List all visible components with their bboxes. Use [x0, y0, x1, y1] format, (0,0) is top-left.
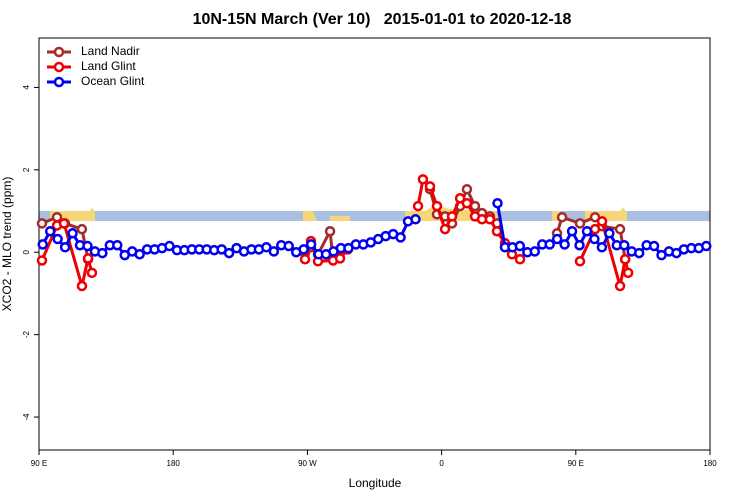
land — [552, 207, 627, 221]
data-point — [395, 232, 406, 243]
data-point — [648, 240, 660, 252]
data-point — [604, 228, 615, 239]
data-point — [514, 253, 526, 265]
data-point — [305, 239, 317, 250]
data-point — [622, 267, 634, 279]
data-point — [36, 255, 48, 266]
data-point — [58, 218, 70, 229]
data-point — [261, 242, 272, 253]
x-tick-label: 180 — [167, 459, 181, 468]
data-point — [461, 197, 473, 209]
data-point — [112, 239, 123, 251]
data-point — [556, 211, 568, 223]
data-point — [298, 244, 309, 255]
data-point — [268, 246, 280, 257]
x-tick-label: 0 — [439, 459, 444, 468]
data-point — [484, 214, 496, 225]
data-point — [469, 200, 481, 212]
chart-title: 10N-15N March (Ver 10) 2015-01-01 to 202… — [193, 11, 572, 28]
legend-marker — [53, 46, 65, 58]
data-point — [59, 242, 71, 253]
data-point — [431, 200, 443, 212]
data-point — [454, 193, 466, 204]
series-line — [40, 176, 630, 287]
x-tick-label: 90 E — [31, 459, 47, 468]
data-point — [86, 267, 98, 279]
data-point — [97, 247, 108, 259]
data-point — [544, 239, 555, 250]
data-point — [596, 242, 608, 253]
data-point — [334, 253, 346, 264]
x-axis-label: Longitude — [349, 476, 402, 490]
data-point — [492, 197, 503, 209]
data-point — [82, 253, 94, 264]
data-point — [574, 239, 585, 251]
y-tick-label: 2 — [22, 167, 31, 172]
data-point — [52, 233, 63, 245]
data-point — [51, 211, 63, 223]
x-tick-label: 90 W — [298, 459, 317, 468]
x-tick-label: 180 — [703, 459, 717, 468]
data-point — [424, 181, 436, 192]
data-point — [439, 223, 451, 235]
data-point — [566, 225, 578, 237]
data-point — [44, 225, 56, 237]
land — [303, 211, 350, 221]
y-tick-label: -2 — [22, 331, 31, 339]
data-point — [614, 280, 626, 292]
data-point — [410, 214, 421, 225]
data-point — [412, 200, 424, 212]
data-point — [619, 239, 630, 251]
data-point — [574, 256, 586, 267]
y-tick-label: -4 — [22, 413, 31, 421]
data-point — [223, 247, 235, 259]
data-point — [324, 225, 336, 237]
data-point — [619, 253, 631, 265]
data-point — [417, 174, 429, 185]
data-point — [491, 225, 503, 237]
data-point — [529, 246, 541, 257]
data-point — [633, 247, 645, 259]
data-point — [37, 239, 48, 250]
data-point — [82, 240, 93, 252]
legend-label: Land Nadir — [81, 44, 140, 58]
data-point — [574, 218, 586, 229]
data-point — [589, 223, 601, 235]
legend-marker — [53, 76, 65, 88]
data-point — [701, 240, 712, 252]
data-point — [514, 240, 526, 252]
y-axis-label: XCO2 - MLO trend (ppm) — [0, 177, 14, 312]
data-point — [551, 233, 563, 245]
y-tick-label: 4 — [22, 85, 31, 90]
data-point — [76, 280, 88, 292]
data-point — [559, 239, 570, 250]
band — [39, 211, 710, 221]
data-point — [76, 223, 88, 235]
data-point — [461, 183, 473, 195]
x-tick-label: 90 E — [568, 459, 584, 468]
data-point — [283, 240, 295, 252]
data-point — [164, 240, 175, 252]
data-point — [36, 218, 48, 229]
data-point — [134, 249, 145, 260]
data-point — [67, 228, 78, 239]
data-point — [446, 211, 458, 222]
data-point — [614, 223, 626, 235]
land-band — [39, 205, 710, 221]
legend-label: Ocean Glint — [81, 74, 145, 88]
y-tick-label: 0 — [22, 249, 31, 254]
data-point — [589, 233, 600, 245]
data-point — [581, 225, 593, 237]
legend-label: Land Glint — [81, 59, 136, 73]
legend-marker — [53, 61, 65, 73]
data-point — [596, 216, 608, 227]
data-point — [299, 253, 311, 265]
